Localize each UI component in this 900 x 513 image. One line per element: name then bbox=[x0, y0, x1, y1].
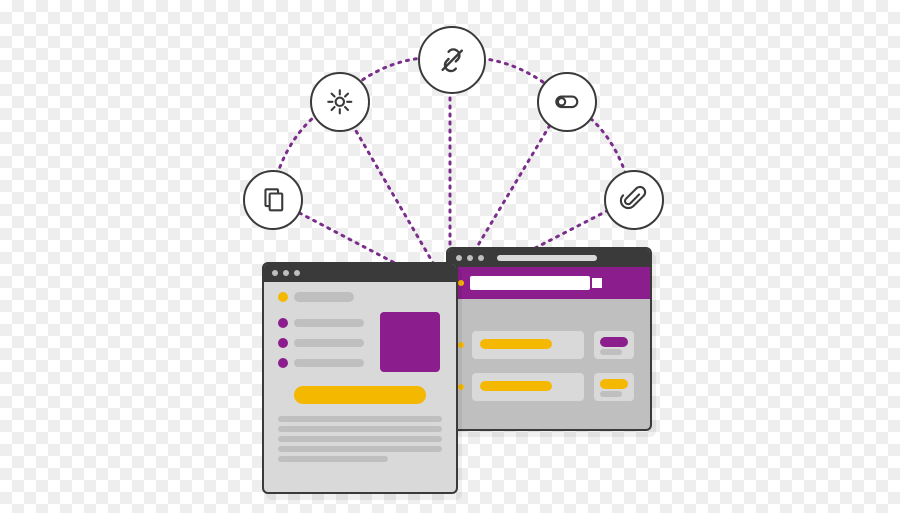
text-line bbox=[278, 456, 388, 462]
titlebar-dot bbox=[456, 255, 462, 261]
gear-icon bbox=[310, 72, 370, 132]
row-dot bbox=[458, 342, 464, 348]
window-front-body bbox=[264, 282, 456, 492]
row-chip-sub bbox=[600, 391, 622, 397]
row-chip-sub bbox=[600, 349, 622, 355]
titlebar-pill bbox=[497, 255, 597, 261]
window-back bbox=[446, 247, 652, 431]
list-dot bbox=[278, 358, 288, 368]
row-chip-card bbox=[594, 373, 634, 401]
titlebar-dot bbox=[294, 270, 300, 276]
text-line bbox=[278, 426, 442, 432]
search-button bbox=[590, 276, 604, 290]
window-titlebar bbox=[448, 249, 650, 267]
header-pill bbox=[294, 292, 354, 302]
list-dot bbox=[278, 338, 288, 348]
text-line bbox=[278, 416, 442, 422]
window-front bbox=[262, 262, 458, 494]
row-chip bbox=[600, 337, 628, 347]
row-dot bbox=[458, 280, 464, 286]
titlebar-dot bbox=[272, 270, 278, 276]
row-dot bbox=[458, 384, 464, 390]
header-dot bbox=[278, 292, 288, 302]
titlebar-dot bbox=[478, 255, 484, 261]
search-input bbox=[470, 276, 590, 290]
row-bar bbox=[480, 381, 552, 391]
image-block bbox=[380, 312, 440, 372]
titlebar-dot bbox=[467, 255, 473, 261]
text-line bbox=[278, 446, 442, 452]
cta-button bbox=[294, 386, 426, 404]
toggle-icon bbox=[537, 72, 597, 132]
row-bar bbox=[480, 339, 552, 349]
link-broken-icon bbox=[418, 26, 486, 94]
text-line bbox=[278, 436, 442, 442]
row-chip bbox=[600, 379, 628, 389]
list-pill bbox=[294, 319, 364, 327]
row-chip-card bbox=[594, 331, 634, 359]
titlebar-dot bbox=[283, 270, 289, 276]
document-icon bbox=[243, 170, 303, 230]
row-card bbox=[472, 331, 584, 359]
list-pill bbox=[294, 339, 364, 347]
list-dot bbox=[278, 318, 288, 328]
paperclip-icon bbox=[604, 170, 664, 230]
window-back-body bbox=[448, 267, 650, 429]
window-titlebar bbox=[264, 264, 456, 282]
row-card bbox=[472, 373, 584, 401]
header-bar bbox=[448, 267, 650, 299]
list-pill bbox=[294, 359, 364, 367]
